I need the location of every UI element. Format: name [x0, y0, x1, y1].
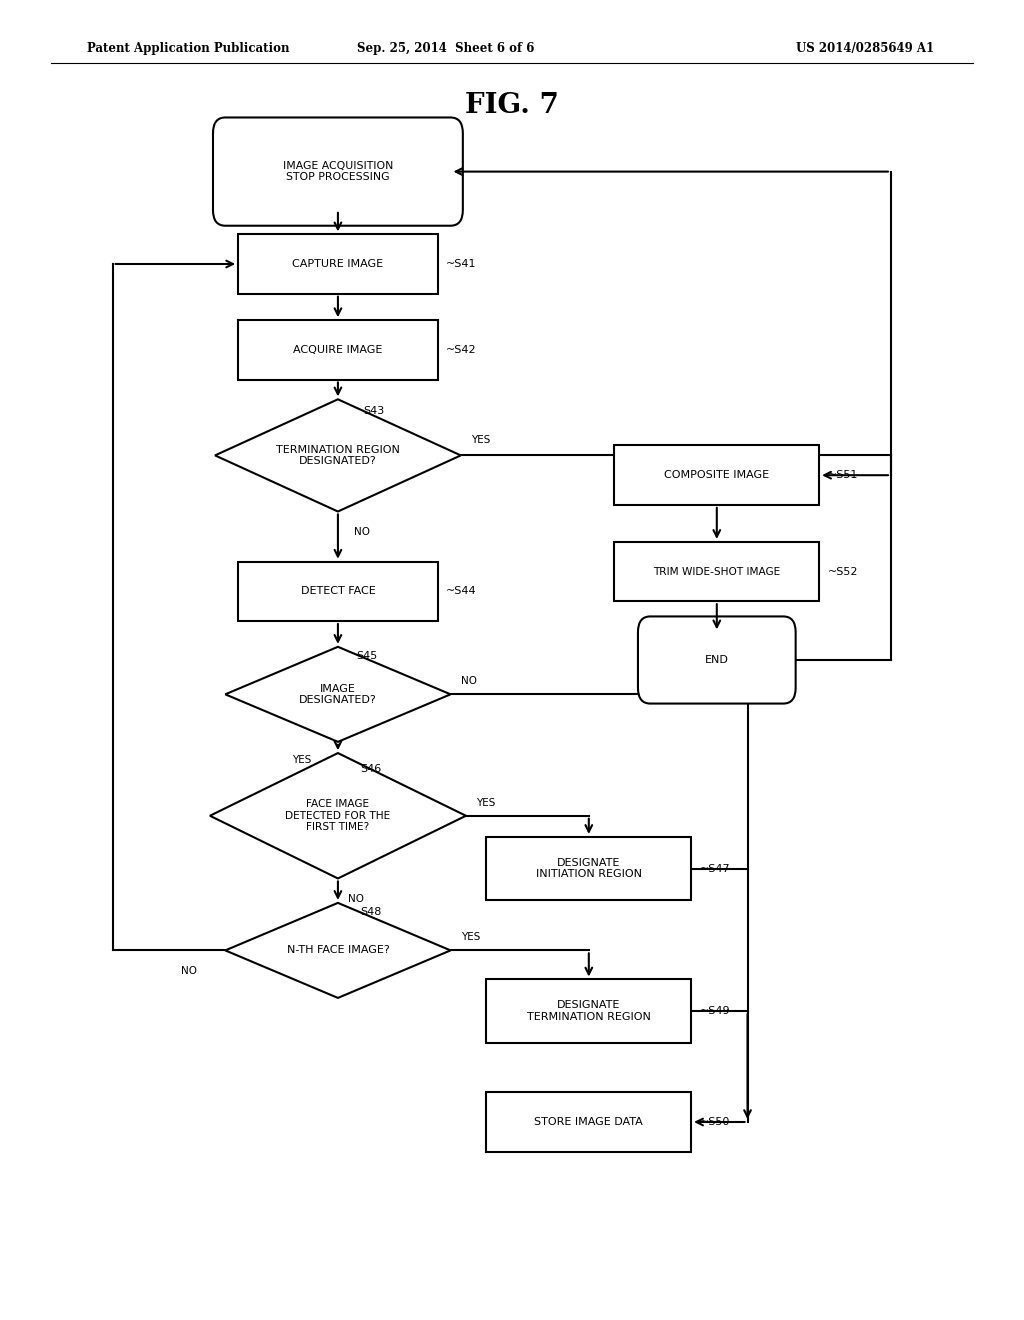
FancyBboxPatch shape	[486, 837, 691, 900]
Text: IMAGE ACQUISITION
STOP PROCESSING: IMAGE ACQUISITION STOP PROCESSING	[283, 161, 393, 182]
Text: S45: S45	[356, 651, 378, 661]
FancyBboxPatch shape	[238, 235, 438, 293]
Text: ~S50: ~S50	[699, 1117, 730, 1127]
Text: DESIGNATE
INITIATION REGION: DESIGNATE INITIATION REGION	[536, 858, 642, 879]
FancyBboxPatch shape	[486, 979, 691, 1043]
Polygon shape	[225, 647, 451, 742]
FancyBboxPatch shape	[238, 561, 438, 620]
Text: ~S52: ~S52	[827, 566, 858, 577]
Text: FACE IMAGE
DETECTED FOR THE
FIRST TIME?: FACE IMAGE DETECTED FOR THE FIRST TIME?	[286, 799, 390, 833]
Text: ~S51: ~S51	[827, 470, 858, 480]
FancyBboxPatch shape	[614, 541, 819, 602]
Text: US 2014/0285649 A1: US 2014/0285649 A1	[797, 42, 934, 55]
Text: YES: YES	[476, 797, 496, 808]
Polygon shape	[225, 903, 451, 998]
FancyBboxPatch shape	[238, 319, 438, 380]
Text: END: END	[705, 655, 729, 665]
Text: CAPTURE IMAGE: CAPTURE IMAGE	[293, 259, 383, 269]
Text: TERMINATION REGION
DESIGNATED?: TERMINATION REGION DESIGNATED?	[276, 445, 399, 466]
Text: FIG. 7: FIG. 7	[465, 92, 559, 119]
Text: ~S42: ~S42	[446, 345, 476, 355]
Text: YES: YES	[471, 434, 490, 445]
Polygon shape	[210, 752, 466, 879]
Text: ~S49: ~S49	[699, 1006, 730, 1016]
Text: NO: NO	[181, 966, 198, 977]
Text: TRIM WIDE-SHOT IMAGE: TRIM WIDE-SHOT IMAGE	[653, 566, 780, 577]
Text: YES: YES	[293, 755, 311, 766]
Text: S43: S43	[364, 405, 385, 416]
Text: ~S47: ~S47	[699, 863, 730, 874]
FancyBboxPatch shape	[213, 117, 463, 226]
Text: IMAGE
DESIGNATED?: IMAGE DESIGNATED?	[299, 684, 377, 705]
Text: N-TH FACE IMAGE?: N-TH FACE IMAGE?	[287, 945, 389, 956]
Text: Patent Application Publication: Patent Application Publication	[87, 42, 290, 55]
Text: NO: NO	[348, 895, 365, 904]
Text: ~S41: ~S41	[446, 259, 476, 269]
Polygon shape	[215, 399, 461, 511]
Text: S46: S46	[360, 764, 382, 774]
Text: YES: YES	[461, 932, 480, 942]
Text: STORE IMAGE DATA: STORE IMAGE DATA	[535, 1117, 643, 1127]
Text: Sep. 25, 2014  Sheet 6 of 6: Sep. 25, 2014 Sheet 6 of 6	[356, 42, 535, 55]
FancyBboxPatch shape	[638, 616, 796, 704]
FancyBboxPatch shape	[614, 445, 819, 504]
FancyBboxPatch shape	[486, 1093, 691, 1151]
Text: S48: S48	[360, 907, 382, 917]
Text: ACQUIRE IMAGE: ACQUIRE IMAGE	[293, 345, 383, 355]
Text: NO: NO	[461, 676, 477, 686]
Text: NO: NO	[354, 527, 371, 537]
Text: ~S44: ~S44	[446, 586, 476, 597]
Text: DETECT FACE: DETECT FACE	[301, 586, 375, 597]
Text: DESIGNATE
TERMINATION REGION: DESIGNATE TERMINATION REGION	[527, 1001, 650, 1022]
Text: COMPOSITE IMAGE: COMPOSITE IMAGE	[665, 470, 769, 480]
